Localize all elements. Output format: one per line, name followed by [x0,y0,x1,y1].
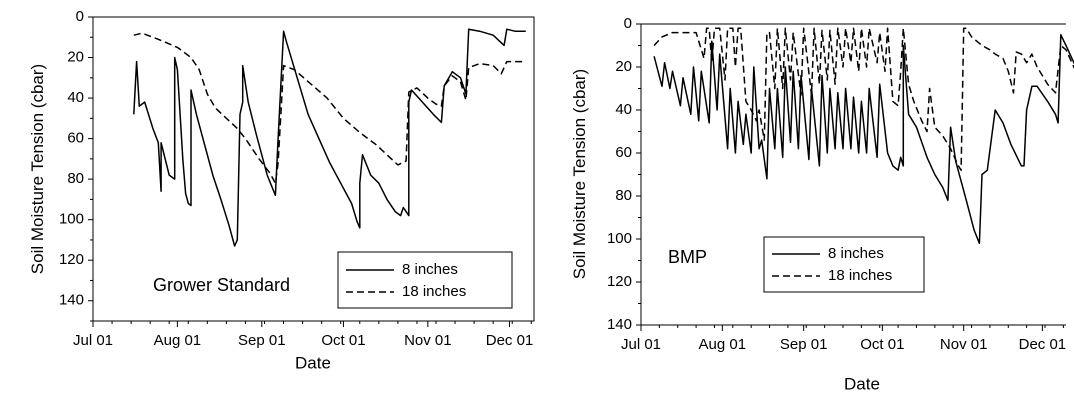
chart-bmp: 0 20 40 60 80 100 120 140 Jul 01 Aug 01 Sep 01 Oct… [570,15,1074,393]
y-tick-label: 80 [615,187,632,204]
y-tick-label: 140 [59,292,84,309]
panel-label: Grower Standard [153,275,290,295]
x-tick-label: Dec 01 [486,332,534,349]
legend-label-18-inches: 18 inches [402,283,466,300]
series-line-18-inches [133,32,526,184]
chart-grower-standard: 0 20 40 60 80 100 120 140 Jul 01 Aug 01 Sep 01 Oct… [28,8,535,372]
y-axis: 0 20 40 60 80 100 120 140 [607,15,641,333]
x-axis: Jul 01 Aug 01 Sep 01 Oct 01 Nov 01 Dec 01 [621,324,1067,353]
x-tick-label: Sep 01 [780,336,828,353]
y-tick-label: 60 [67,130,84,147]
y-tick-label: 40 [67,89,84,106]
x-axis: Jul 01 Aug 01 Sep 01 Oct 01 Nov 01 Dec 01 [73,321,533,349]
x-tick-label: Nov 01 [940,336,988,353]
x-tick-label: Aug 01 [154,332,202,349]
legend-label-8-inches: 8 inches [828,245,884,262]
y-tick-label: 120 [59,251,84,268]
legend: 8 inches 18 inches [763,236,925,293]
y-tick-label: 40 [615,101,632,118]
y-tick-label: 100 [607,230,632,247]
series-line-18-inches [653,27,1074,171]
x-tick-label: Oct 01 [321,332,365,349]
y-tick-label: 140 [607,316,632,333]
y-axis: 0 20 40 60 80 100 120 140 [59,8,93,322]
series-line-8-inches [653,34,1074,245]
x-tick-label: Jul 01 [73,332,113,349]
legend: 8 inches 18 inches [337,251,513,309]
y-tick-label: 0 [76,8,84,25]
y-axis-title: Soil Moisture Tension (cbar) [28,64,47,274]
x-tick-label: Dec 01 [1019,336,1067,353]
plot-area-frame [92,16,535,322]
x-tick-label: Oct 01 [860,336,904,353]
y-tick-label: 20 [67,49,84,66]
y-tick-label: 100 [59,211,84,228]
y-tick-label: 80 [67,170,84,187]
series-lines [653,27,1074,245]
x-tick-label: Nov 01 [404,332,452,349]
legend-label-18-inches: 18 inches [828,267,892,284]
panel-label: BMP [668,247,707,267]
series-lines [133,28,526,247]
x-tick-label: Aug 01 [699,336,747,353]
y-tick-label: 0 [624,15,632,32]
x-tick-label: Sep 01 [238,332,286,349]
y-tick-label: 60 [615,144,632,161]
y-tick-label: 20 [615,58,632,75]
y-axis-title: Soil Moisture Tension (cbar) [570,69,589,279]
y-tick-label: 120 [607,273,632,290]
legend-box [337,251,513,309]
x-tick-label: Jul 01 [621,336,661,353]
series-line-8-inches [133,28,526,247]
legend-box [763,236,925,293]
legend-label-8-inches: 8 inches [402,261,458,278]
x-axis-title: Date [295,353,331,372]
x-axis-title: Date [844,374,880,393]
